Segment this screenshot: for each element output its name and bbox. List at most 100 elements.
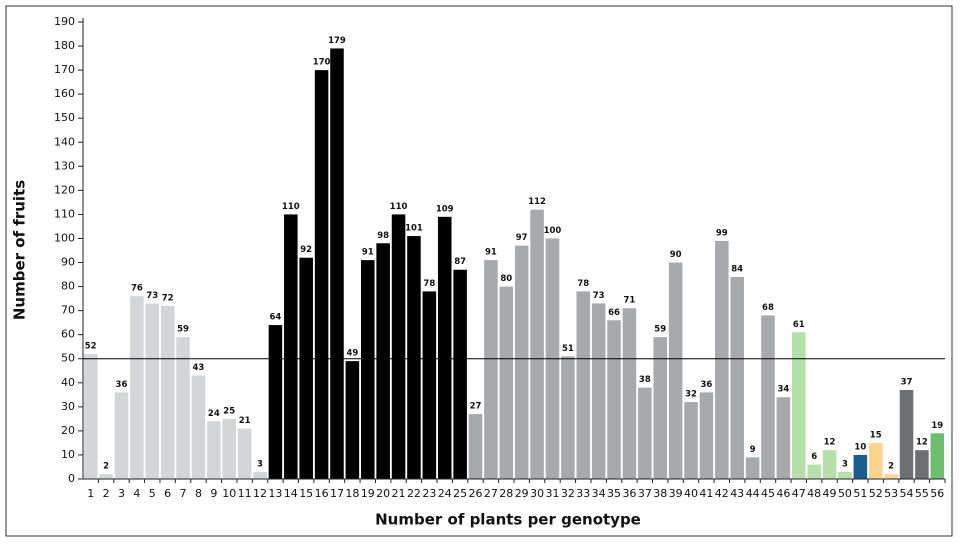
value-label: 179 [328, 36, 346, 46]
value-label: 100 [544, 226, 562, 236]
bar [207, 421, 221, 479]
value-label: 87 [454, 257, 466, 267]
x-tick-label: 55 [915, 487, 929, 500]
y-tick-label: 110 [54, 207, 75, 220]
x-tick-label: 23 [422, 487, 436, 500]
value-label: 61 [793, 320, 805, 330]
x-tick-label: 22 [407, 487, 421, 500]
x-tick-label: 16 [315, 487, 329, 500]
value-label: 170 [313, 58, 331, 68]
value-label: 52 [85, 341, 97, 351]
x-tick-label: 33 [576, 487, 590, 500]
bar [730, 276, 744, 479]
bar [853, 454, 868, 479]
x-tick-label: 10 [222, 487, 236, 500]
bar [145, 303, 160, 479]
value-label: 78 [423, 279, 435, 289]
x-tick-label: 37 [638, 487, 652, 500]
bar [130, 296, 144, 479]
value-label: 36 [116, 380, 128, 390]
x-tick-label: 25 [453, 487, 467, 500]
value-label: 97 [516, 233, 528, 243]
x-tick-label: 14 [284, 487, 298, 500]
x-tick-label: 48 [807, 487, 821, 500]
bar [83, 353, 98, 479]
value-label: 66 [608, 308, 620, 318]
bar [838, 471, 852, 479]
value-label: 84 [731, 264, 743, 274]
value-label: 71 [624, 296, 636, 306]
value-label: 112 [528, 197, 546, 207]
y-tick-label: 40 [61, 376, 75, 389]
x-tick-label: 8 [195, 487, 202, 500]
x-tick-label: 27 [484, 487, 498, 500]
value-label: 92 [300, 245, 312, 255]
bar [576, 291, 591, 479]
x-tick-label: 43 [730, 487, 744, 500]
x-tick-label: 11 [238, 487, 252, 500]
x-tick-label: 36 [622, 487, 636, 500]
bar [514, 245, 529, 479]
bar [114, 392, 129, 479]
bar [930, 433, 945, 479]
y-tick-label: 170 [54, 63, 75, 76]
bar [191, 375, 206, 479]
bar [884, 474, 898, 479]
bar [176, 337, 190, 479]
value-label: 68 [762, 303, 774, 313]
y-tick-label: 50 [61, 352, 75, 365]
x-tick-label: 46 [776, 487, 790, 500]
bar [530, 209, 544, 479]
value-label: 36 [700, 380, 712, 390]
value-label: 59 [177, 325, 189, 335]
value-label: 37 [901, 378, 913, 388]
x-tick-label: 44 [746, 487, 760, 500]
value-label: 76 [131, 284, 143, 294]
y-tick-label: 130 [54, 159, 75, 172]
bar [391, 214, 406, 479]
x-tick-label: 42 [715, 487, 729, 500]
value-label: 43 [193, 363, 205, 373]
x-tick-label: 31 [545, 487, 559, 500]
x-tick-label: 50 [838, 487, 852, 500]
x-tick-label: 18 [345, 487, 359, 500]
bar [499, 286, 514, 479]
value-label: 99 [716, 228, 728, 238]
value-label: 12 [916, 438, 928, 448]
bar [791, 332, 806, 479]
value-label: 110 [390, 202, 408, 212]
x-tick-label: 54 [900, 487, 914, 500]
value-label: 19 [931, 421, 943, 431]
value-label: 38 [639, 375, 651, 385]
value-label: 109 [436, 204, 454, 214]
value-label: 91 [362, 248, 374, 258]
value-label: 27 [470, 402, 482, 412]
x-tick-label: 2 [103, 487, 110, 500]
y-tick-label: 70 [61, 304, 75, 317]
value-label: 25 [223, 406, 235, 416]
bar [653, 337, 668, 479]
value-label: 10 [854, 442, 866, 452]
value-label: 9 [750, 445, 756, 455]
y-tick-label: 140 [54, 135, 75, 148]
bar [591, 303, 606, 479]
x-tick-label: 21 [392, 487, 406, 500]
x-tick-label: 45 [761, 487, 775, 500]
value-label: 2 [888, 462, 894, 472]
x-tick-label: 19 [361, 487, 375, 500]
y-tick-label: 20 [61, 424, 75, 437]
x-axis-label: Number of plants per genotype [375, 511, 641, 529]
x-tick-label: 35 [607, 487, 621, 500]
bar [253, 471, 267, 479]
x-tick-label: 38 [653, 487, 667, 500]
y-tick-label: 90 [61, 256, 75, 269]
value-label: 80 [500, 274, 512, 284]
y-tick-label: 80 [61, 280, 75, 293]
x-tick-label: 49 [823, 487, 837, 500]
value-label: 32 [685, 390, 697, 400]
value-label: 73 [593, 291, 605, 301]
x-tick-label: 12 [253, 487, 267, 500]
bar [222, 418, 237, 479]
y-tick-label: 30 [61, 400, 75, 413]
value-label: 110 [282, 202, 300, 212]
